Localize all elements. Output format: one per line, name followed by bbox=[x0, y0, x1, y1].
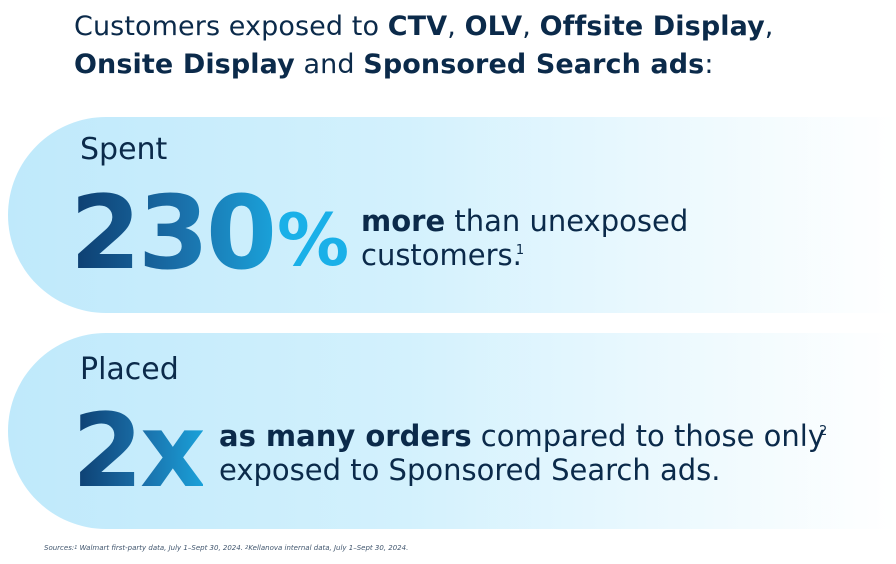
stat-verb-placed: Placed bbox=[80, 352, 179, 387]
stat-panel-spent bbox=[8, 117, 896, 313]
source-number: 2 bbox=[245, 545, 249, 551]
sources-label: Sources: bbox=[44, 544, 75, 552]
desc-text: exposed to Sponsored Search ads. bbox=[219, 453, 721, 487]
sources-footnote: Sources:1 Walmart first-party data, July… bbox=[44, 544, 408, 553]
stat-number-230: 230 bbox=[70, 174, 277, 293]
percent-sign: % bbox=[277, 198, 350, 282]
stat-number-2x: 2x bbox=[72, 392, 206, 511]
stat-description-spent: more than unexposed customers.1 bbox=[361, 204, 841, 272]
headline-ctv: CTV bbox=[387, 11, 448, 42]
desc-text: compared to those only bbox=[471, 419, 826, 453]
headline-offsite-display: Offsite Display bbox=[539, 11, 765, 42]
headline-text: , bbox=[764, 11, 774, 42]
footnote-marker: 2 bbox=[819, 424, 828, 439]
stat-verb-spent: Spent bbox=[80, 132, 168, 167]
desc-text: than unexposed bbox=[445, 204, 689, 238]
desc-bold: as many orders bbox=[219, 419, 472, 453]
stat-panel-placed bbox=[8, 333, 896, 529]
headline-text: and bbox=[294, 49, 364, 80]
headline-text: Customers exposed to bbox=[74, 11, 388, 42]
desc-text: customers. bbox=[361, 238, 522, 272]
headline-text: , bbox=[447, 11, 465, 42]
headline-sponsored-search: Sponsored Search ads bbox=[363, 49, 705, 80]
footnote-marker: 1 bbox=[515, 243, 525, 258]
stat-description-placed: as many orders compared to those only2 ex… bbox=[219, 419, 879, 487]
source-number: 1 bbox=[74, 545, 78, 551]
headline-text: , bbox=[522, 11, 540, 42]
headline-olv: OLV bbox=[464, 11, 523, 42]
source-text: Kellanova internal data, July 1–Sept 30,… bbox=[248, 544, 409, 552]
source-text: Walmart first-party data, July 1–Sept 30… bbox=[77, 544, 246, 552]
headline-text: : bbox=[704, 49, 714, 80]
headline-onsite-display: Onsite Display bbox=[74, 49, 295, 80]
headline: Customers exposed to CTV, OLV, Offsite D… bbox=[74, 8, 874, 84]
desc-bold: more bbox=[361, 204, 446, 238]
